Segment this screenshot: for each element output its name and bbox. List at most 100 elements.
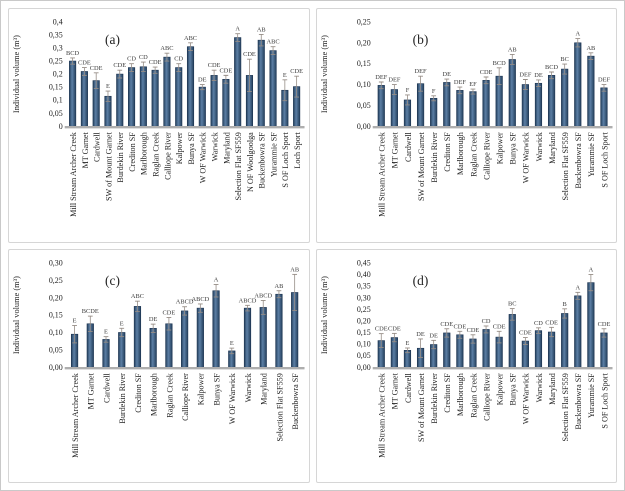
x-category-label: Marlborough xyxy=(456,132,465,175)
significance-letter: CDE xyxy=(163,309,176,316)
significance-letter: CDE xyxy=(374,325,387,332)
significance-letter: E xyxy=(230,340,234,347)
bar xyxy=(390,89,398,127)
x-category-label: Bunya SF xyxy=(508,132,517,165)
bar xyxy=(481,80,490,127)
bar xyxy=(468,91,477,127)
significance-letter: CD xyxy=(127,56,136,63)
y-tick-label: 0,4 xyxy=(53,18,63,27)
bar xyxy=(377,85,385,127)
x-category-label: Cardwell xyxy=(102,372,111,403)
x-category-label: Cardwell xyxy=(403,131,412,162)
x-category-label: SW of Mount Garnet xyxy=(416,372,425,441)
y-tick-label: 0,2 xyxy=(53,70,63,79)
significance-letter: A xyxy=(214,276,219,283)
significance-letter: ABC xyxy=(267,39,280,46)
significance-letter: F xyxy=(405,87,409,94)
bar xyxy=(534,329,542,368)
significance-letter: BC xyxy=(560,56,568,63)
x-category-label: Selection Flat SF559 xyxy=(561,132,570,200)
significance-letter: DE xyxy=(534,72,543,79)
x-category-label: Burdekin River xyxy=(430,132,439,183)
significance-letter: ABCD xyxy=(176,298,194,305)
bar xyxy=(547,75,555,127)
bar xyxy=(481,328,490,368)
bar xyxy=(196,307,204,368)
significance-letter: CDE xyxy=(290,68,303,75)
bar xyxy=(128,67,136,127)
significance-letter: ABCD xyxy=(254,292,272,299)
x-category-label: Mill Stream Archer Creek xyxy=(377,131,386,217)
bar xyxy=(133,305,142,368)
significance-letter: A xyxy=(575,284,580,291)
y-tick-label: 0,10 xyxy=(356,339,370,348)
x-category-label: Burdekin River xyxy=(430,372,439,423)
x-category-label: Bunya SF xyxy=(508,372,517,405)
significance-letter: AB xyxy=(257,26,266,33)
bar xyxy=(429,97,437,127)
x-category-label: Kalpower xyxy=(495,132,504,164)
significance-letter: CDE xyxy=(519,329,532,336)
bar xyxy=(442,82,450,127)
y-tick-label: 0,15 xyxy=(356,59,370,68)
bar xyxy=(222,78,230,127)
bar xyxy=(534,82,542,127)
bar xyxy=(102,338,110,368)
y-tick-label: 0,05 xyxy=(356,101,370,110)
significance-letter: BC xyxy=(508,300,516,307)
panel-d: 0,45 0,40 0,35 0,30 0,25 0,20 0,15 0,10 0,05 0,00… xyxy=(315,248,617,483)
x-category-label: Mill Stream Archer Creek xyxy=(377,372,386,458)
bar xyxy=(560,312,568,368)
panel-a: 0,4 0,35 0,3 0,25 0,2 0,15 0,1 0,05 0 Individual … xyxy=(8,8,310,243)
significance-letter: ABC xyxy=(184,35,197,42)
bar xyxy=(275,293,283,368)
x-category-label: MT Garnet xyxy=(87,372,96,409)
bar xyxy=(521,340,529,368)
significance-letter: CDE xyxy=(387,325,400,332)
bar xyxy=(69,60,77,127)
bar xyxy=(151,69,159,127)
bar xyxy=(508,59,516,127)
bar xyxy=(116,73,124,127)
bar xyxy=(210,75,218,127)
y-tick-label: 0,20 xyxy=(356,38,370,47)
significance-letter: A xyxy=(575,31,580,38)
x-category-label: SW of Mount Garnet xyxy=(416,131,425,200)
y-tick-label: 0,05 xyxy=(356,351,370,360)
y-tick-label: 0,25 xyxy=(356,18,370,27)
x-category-label: MT Garnet xyxy=(390,372,399,409)
x-category-label: Loch Sport xyxy=(293,131,302,168)
y-tick-label: 0,10 xyxy=(356,80,370,89)
x-category-label: Warwick xyxy=(210,131,219,161)
bar xyxy=(573,42,581,127)
x-category-label: Selection Flat SF559 xyxy=(561,373,570,441)
x-category-label: Selection Flat SF559 xyxy=(275,373,284,441)
significance-letter: CDE xyxy=(90,65,103,72)
y-tick-label: 0,00 xyxy=(356,122,370,131)
significance-letter: DEF xyxy=(414,68,426,75)
significance-letter: BCD xyxy=(545,64,558,71)
significance-letter: ABCD xyxy=(239,297,257,304)
bar xyxy=(181,310,189,368)
significance-letter: AB xyxy=(275,282,284,289)
bar xyxy=(118,331,126,368)
bar xyxy=(586,55,594,127)
significance-letter: DE xyxy=(149,316,158,323)
significance-letter: DEF xyxy=(388,77,400,84)
significance-letter: BCD xyxy=(66,50,79,57)
x-category-label: S OF Loch Sport xyxy=(600,131,609,187)
x-category-label: S OF Loch Sport xyxy=(281,131,290,187)
y-tick-label: 0,35 xyxy=(356,281,370,290)
y-tick-label: 0,10 xyxy=(49,328,63,337)
y-tick-label: 0,00 xyxy=(356,362,370,371)
bar xyxy=(175,67,183,127)
x-category-label: Maryland xyxy=(260,373,269,405)
significance-letter: B xyxy=(562,300,566,307)
significance-letter: AB xyxy=(507,46,516,53)
x-category-label: SW of Mount Garnet xyxy=(104,131,113,200)
significance-letter: AB xyxy=(290,266,299,273)
y-tick-label: 0,1 xyxy=(53,96,63,105)
x-category-label: Raglan Creek xyxy=(152,131,161,176)
x-category-label: Crediton SF xyxy=(443,132,452,172)
significance-letter: DEF xyxy=(375,74,387,81)
